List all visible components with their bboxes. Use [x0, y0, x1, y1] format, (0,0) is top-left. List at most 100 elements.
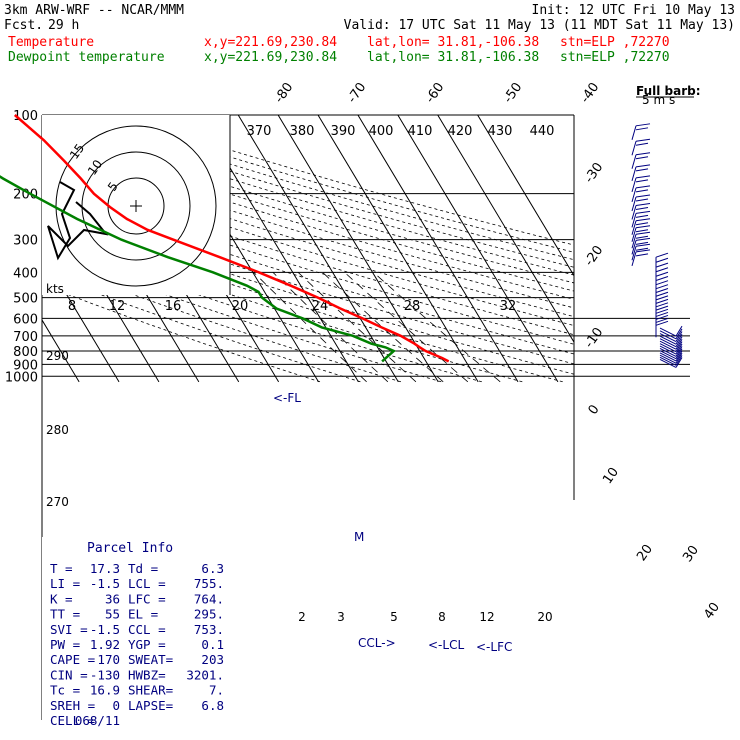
index-row-9-col-2: LAPSE=: [128, 698, 173, 713]
wind-barb: [631, 237, 651, 255]
wind-barb: [631, 218, 651, 235]
mixing-ratio-5: [297, 272, 417, 383]
temperature-legend: Temperature: [8, 35, 94, 50]
wind-barb: [631, 194, 651, 212]
wind-barb: [659, 338, 683, 350]
pressure-label-900: 900: [13, 358, 38, 373]
isotherm-label-10: 20: [634, 542, 656, 564]
theta-label-390: 390: [331, 124, 356, 139]
index-row-3-col-1: 55: [105, 607, 120, 622]
isotherm-label-3: -50: [501, 80, 525, 106]
isotherm-label-1: -70: [345, 80, 369, 106]
pressure-label-200: 200: [13, 188, 38, 203]
index-row-5-col-2: YGP =: [128, 637, 166, 652]
index-row-5-col-0: PW =: [50, 637, 80, 652]
isotherm-10: [277, 115, 439, 383]
dewpoint-latlon: lat,lon= 31.81,-106.38: [367, 50, 539, 65]
index-row-0-col-3: 6.3: [201, 561, 224, 576]
wind-barb: [631, 203, 651, 220]
isotherm-30: [357, 115, 519, 383]
isotherm-label-7: -10: [582, 325, 606, 351]
wind-barb: [631, 249, 651, 266]
isotherm-label-12: 40: [701, 600, 723, 622]
wind-barb: [655, 320, 669, 338]
index-row-7-col-3: 3201.: [186, 667, 224, 682]
pressure-label-700: 700: [13, 330, 38, 345]
index-row-4-col-0: SVI =: [50, 622, 88, 637]
wind-barb: [631, 152, 651, 169]
theta-label-380: 380: [290, 124, 315, 139]
m-annotation: M: [354, 530, 364, 544]
theta-label-440: 440: [530, 124, 555, 139]
mixing-label-mid-20: 20: [232, 299, 249, 314]
pressure-label-600: 600: [13, 312, 38, 327]
index-row-3-col-3: 295.: [194, 607, 224, 622]
temperature-stn: stn=ELP ,72270: [560, 35, 670, 50]
index-row-10-col-1: 068/11: [75, 713, 120, 728]
mixing-label-mid-28: 28: [404, 299, 421, 314]
fl-annotation: <-FL: [273, 391, 301, 405]
mixing-label-low-3: 3: [337, 610, 345, 624]
index-row-6-col-0: CAPE =: [50, 652, 95, 667]
parcel-info-panel: Parcel Info T = 17.3 Td = 6.3 LI = -1.5 LCL = 7…: [42, 537, 230, 728]
wind-barb: [659, 352, 683, 364]
mixing-ratio-2: [253, 272, 367, 383]
mixing-label-low-2: 2: [298, 610, 306, 624]
index-row-6-col-3: 203: [201, 652, 224, 667]
index-row-8-col-2: SHEAR=: [128, 683, 173, 698]
index-row-0-col-2: Td =: [128, 561, 158, 576]
wind-barb: [659, 355, 683, 366]
pressure-label-400: 400: [13, 266, 38, 281]
index-row-9-col-3: 6.8: [201, 698, 224, 713]
isotherm-60: [477, 115, 574, 277]
dewpoint-line: [0, 175, 397, 363]
theta-left-label-280: 280: [46, 423, 69, 437]
index-row-1-col-1: -1.5: [90, 576, 120, 591]
mixing-label-low-8: 8: [438, 610, 446, 624]
adiabat-350: [42, 180, 574, 345]
isotherm-40: [397, 115, 559, 383]
index-row-5-col-1: 1.92: [90, 637, 120, 652]
wind-barb: [659, 357, 683, 368]
index-row-8-col-0: Tc =: [50, 683, 80, 698]
adiabat-360: [42, 171, 574, 336]
wind-barb: [631, 225, 651, 242]
adiabat-400: [42, 138, 574, 300]
theta-label-370: 370: [247, 124, 272, 139]
wind-barb: [631, 231, 651, 249]
dewpoint-stn: stn=ELP ,72270: [560, 50, 670, 65]
lfc-annotation: <-LFC: [476, 640, 512, 654]
index-row-8-col-3: 7.: [209, 683, 224, 698]
mixing-ratio-labels: 8 12 16 20 24 28 32 2 3 5 8 12 20: [68, 299, 553, 624]
theta-left-label-270: 270: [46, 495, 69, 509]
isotherm-label-8: 0: [586, 402, 603, 417]
model-title: 3km ARW-WRF -- NCAR/MMM: [4, 3, 184, 18]
ccl-annotation: CCL->: [358, 636, 396, 650]
isotherm-label-6: -20: [582, 243, 606, 269]
wind-barb: [631, 175, 651, 192]
isotherm-label-11: 30: [680, 543, 702, 565]
index-row-9-col-1: 0: [112, 698, 120, 713]
mixing-label-mid-12: 12: [109, 299, 126, 314]
index-row-1-col-3: 755.: [194, 576, 224, 591]
mixing-label-mid-16: 16: [165, 299, 182, 314]
index-row-3-col-2: EL =: [128, 607, 158, 622]
full-barb-value: 5 m s: [642, 93, 675, 107]
isotherm-label-9: 10: [600, 465, 622, 487]
adiabat-380: [42, 154, 574, 318]
adiabat-280: [42, 249, 442, 383]
index-row-10-col-0: CELL =: [50, 713, 95, 728]
dewpoint-xy: x,y=221.69,230.84: [204, 50, 337, 65]
wind-barb: [659, 343, 683, 355]
theta-label-400: 400: [369, 124, 394, 139]
mixing-ratio-20: [373, 272, 501, 383]
index-row-4-col-2: CCL =: [128, 622, 166, 637]
fcst-value: 29 h: [48, 18, 79, 33]
isotherm-label-4: -40: [578, 80, 602, 106]
hodograph: 5 10 15 kts: [42, 115, 231, 296]
theta-label-430: 430: [488, 124, 513, 139]
index-row-4-col-1: -1.5: [90, 622, 120, 637]
hodo-kts-label: kts: [46, 282, 64, 296]
wind-barb: [659, 333, 683, 345]
